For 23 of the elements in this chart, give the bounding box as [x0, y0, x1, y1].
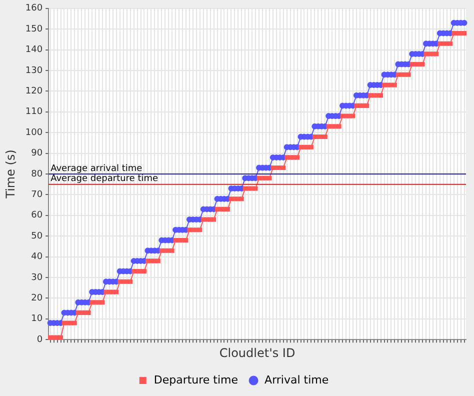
y-tick-label: 150	[25, 24, 43, 34]
y-tick-label: 130	[25, 66, 43, 76]
legend-label: Departure time	[154, 373, 238, 386]
x-axis-title: Cloudlet's ID	[219, 346, 296, 360]
y-tick-label: 20	[31, 294, 43, 304]
y-tick-label: 50	[31, 231, 43, 242]
ref-line-label: Average arrival time	[50, 164, 143, 174]
y-tick-label: 110	[25, 107, 43, 118]
y-tick-label: 10	[31, 314, 43, 324]
y-tick-label: 140	[25, 45, 43, 56]
y-tick-label: 90	[31, 148, 43, 159]
legend-label: Arrival time	[264, 373, 329, 386]
ref-line-label: Average departure time	[50, 174, 159, 184]
y-tick-label: 120	[25, 86, 43, 97]
y-tick-label: 30	[31, 272, 43, 283]
y-tick-label: 100	[25, 128, 43, 138]
y-axis-title: Time (s)	[3, 150, 18, 200]
y-tick-label: 70	[31, 190, 43, 200]
y-tick-label: 40	[31, 252, 43, 262]
y-tick-label: 0	[36, 334, 43, 345]
y-tick-label: 160	[25, 4, 43, 14]
y-tick-label: 80	[31, 169, 43, 180]
y-tick-label: 60	[31, 210, 43, 221]
